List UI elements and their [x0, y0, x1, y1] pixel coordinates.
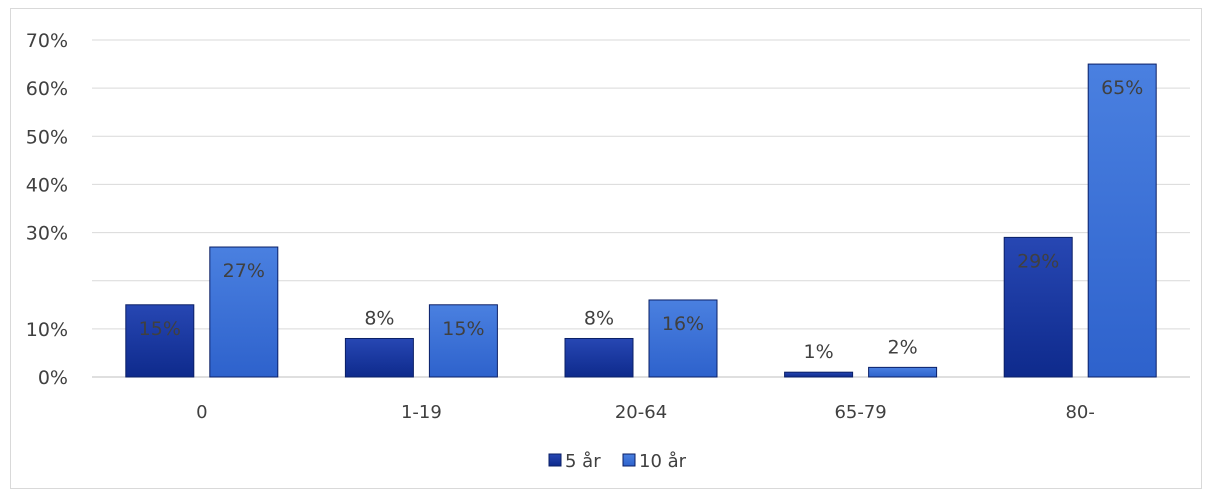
y-tick-label: 40% — [26, 174, 68, 196]
x-tick-label: 20-64 — [615, 402, 667, 423]
bar-series-1 — [1003, 236, 1073, 378]
bar-series-2 — [648, 299, 718, 378]
y-tick-label: 10% — [26, 319, 68, 341]
x-tick-label: 0 — [196, 402, 207, 423]
bar-series-1 — [564, 337, 634, 378]
x-axis-ticks: 0 1-19 20-64 65-79 80- — [196, 402, 1095, 423]
y-tick-label: 50% — [26, 126, 68, 148]
legend-label: 5 år — [565, 451, 601, 472]
legend-label: 10 år — [639, 451, 687, 472]
bar-series-1 — [125, 304, 195, 378]
data-label: 29% — [1017, 250, 1059, 272]
legend: 5 år 10 år — [548, 451, 687, 472]
bar-series-1 — [784, 371, 854, 378]
bar-series-2 — [428, 304, 498, 378]
x-tick-label: 65-79 — [834, 402, 886, 423]
data-label: 8% — [364, 307, 394, 329]
bar-series-2 — [868, 366, 938, 378]
bar-series-2 — [1087, 63, 1157, 378]
x-tick-label: 80- — [1065, 402, 1094, 423]
legend-swatch — [548, 453, 562, 467]
data-label: 15% — [139, 318, 181, 340]
data-label: 27% — [223, 260, 265, 282]
data-label: 65% — [1101, 77, 1143, 99]
data-label: 8% — [584, 307, 614, 329]
y-tick-label: 70% — [26, 30, 68, 52]
y-tick-label: 30% — [26, 223, 68, 245]
data-label: 16% — [662, 313, 704, 335]
y-tick-label: 0% — [38, 367, 68, 389]
x-tick-label: 1-19 — [401, 402, 442, 423]
data-label: 2% — [888, 336, 918, 358]
data-label: 15% — [442, 318, 484, 340]
data-label: 1% — [804, 341, 834, 363]
bar-series-1 — [344, 337, 414, 378]
y-axis-ticks: 0% 10% 30% 40% 50% 60% 70% — [26, 30, 68, 389]
y-tick-label: 60% — [26, 78, 68, 100]
legend-swatch — [622, 453, 636, 467]
bars: 15% 27% 8% 15% 8% 16% 1% 2% 29% 65% — [125, 63, 1157, 378]
bar-series-2 — [209, 246, 279, 378]
